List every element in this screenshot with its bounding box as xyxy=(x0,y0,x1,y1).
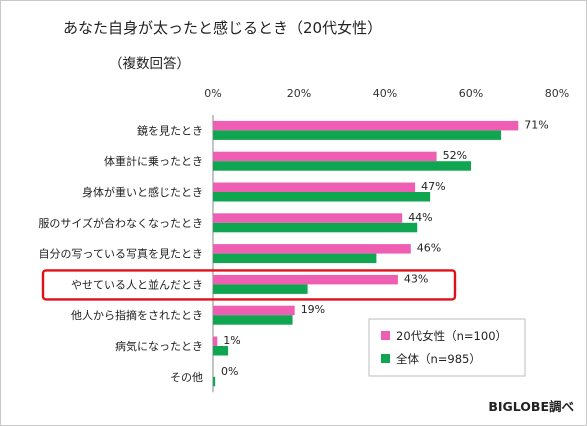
data-label: 19% xyxy=(301,303,325,316)
category-label: 鏡を見たとき xyxy=(137,123,203,137)
category-label: 病気になったとき xyxy=(115,339,203,353)
category-label: 服のサイズが合わなくなったとき xyxy=(38,216,203,230)
bar-women20s xyxy=(213,244,411,254)
category-label: 自分の写っている写真を見たとき xyxy=(39,247,203,261)
chart-subtitle: （複数回答） xyxy=(109,56,190,72)
source-credit: BIGLOBE調べ xyxy=(488,399,574,414)
category-label: やせている人と並んだとき xyxy=(71,277,203,291)
highlight-box xyxy=(41,269,457,301)
legend-label-women20s: 20代女性（n=100） xyxy=(396,329,507,343)
bar-women20s xyxy=(213,151,437,162)
bar-all xyxy=(213,284,308,294)
data-label: 46% xyxy=(417,242,441,255)
bar-women20s xyxy=(213,274,398,285)
legend-box xyxy=(368,318,526,377)
category-label: 他人から指摘をされたとき xyxy=(71,308,203,322)
legend-swatch-women20s xyxy=(381,331,390,340)
bar-all xyxy=(213,253,377,264)
data-label: 47% xyxy=(421,180,445,193)
bar-women20s xyxy=(213,305,295,316)
data-label: 43% xyxy=(404,272,428,285)
bar-all xyxy=(213,376,216,387)
bar-all xyxy=(213,130,502,140)
x-tick-label: 80% xyxy=(545,87,569,100)
bar-women20s xyxy=(213,182,416,192)
x-tick-label: 20% xyxy=(287,87,311,100)
bar-all xyxy=(213,346,229,356)
bar-women20s xyxy=(213,120,519,131)
x-tick-label: 0% xyxy=(204,87,221,100)
category-label: 身体が重いと感じたとき xyxy=(82,185,203,199)
bar-all xyxy=(213,222,418,233)
x-tick-label: 40% xyxy=(373,87,397,100)
bar-women20s xyxy=(213,336,218,346)
category-label: その他 xyxy=(170,371,203,384)
data-label: 44% xyxy=(408,211,432,224)
bar-women20s xyxy=(213,213,403,223)
chart-title: あなた自身が太ったと感じるとき（20代女性） xyxy=(63,19,383,37)
data-label: 1% xyxy=(223,334,240,347)
bar-all xyxy=(213,161,471,171)
bar-all xyxy=(213,192,431,202)
data-label: 71% xyxy=(524,118,548,131)
category-label: 体重計に乗ったとき xyxy=(104,154,203,168)
bar-all xyxy=(213,315,293,325)
legend-swatch-all xyxy=(381,354,390,363)
x-tick-label: 60% xyxy=(459,87,483,100)
legend-label-all: 全体（n=985） xyxy=(396,352,481,366)
data-label: 0% xyxy=(221,365,238,378)
data-label: 52% xyxy=(443,149,467,162)
